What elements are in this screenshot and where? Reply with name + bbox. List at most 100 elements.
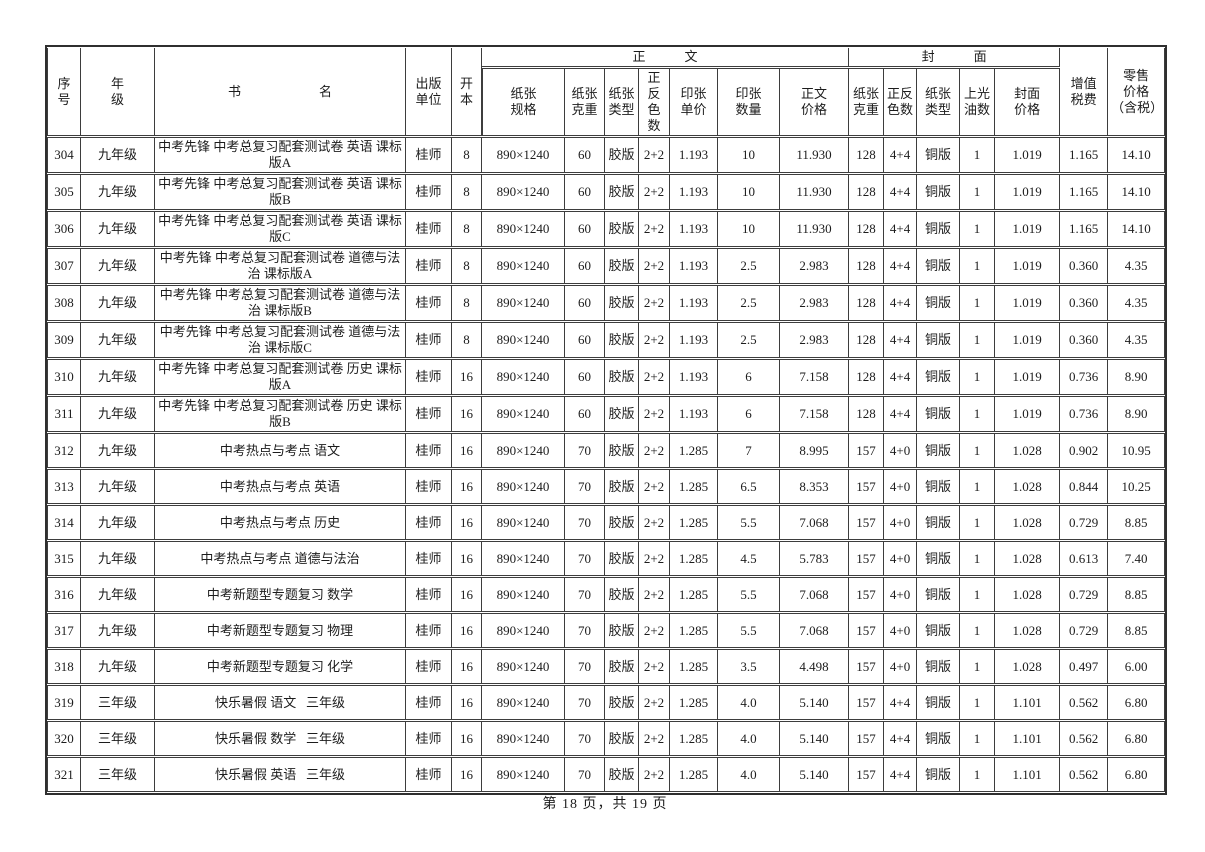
cell-sheet-count: 6.5: [718, 469, 780, 504]
cell-sheet-unit-price: 1.193: [670, 248, 718, 284]
cell-cover-paper-weight: 157: [849, 433, 885, 468]
cell-paper-weight: 60: [565, 359, 605, 395]
cell-cover-price: 1.028: [995, 649, 1061, 684]
cell-serial: 314: [47, 505, 81, 540]
header-publisher: 出版 单位: [406, 48, 452, 136]
cell-gloss-count: 1: [960, 577, 996, 612]
cell-cover-color-count: 4+0: [884, 649, 918, 684]
cell-body-price: 7.158: [780, 396, 850, 432]
cell-retail-price: 14.10: [1108, 174, 1166, 210]
cell-retail-price: 10.25: [1108, 469, 1166, 504]
cell-book-title: 中考先锋 中考总复习配套测试卷 道德与法治 课标版A: [155, 248, 406, 284]
cell-paper-weight: 70: [565, 649, 605, 684]
cell-sheet-count: 4.0: [718, 685, 780, 720]
table-row: 304 九年级 中考先锋 中考总复习配套测试卷 英语 课标版A 桂师 8 890×1240…: [47, 137, 1166, 173]
header-grade: 年 级: [81, 48, 155, 136]
cell-cover-price: 1.028: [995, 577, 1061, 612]
header-group-cover: 封 面: [849, 48, 1061, 67]
cell-cover-paper-weight: 128: [849, 137, 885, 173]
cell-paper-spec: 890×1240: [482, 577, 565, 612]
cell-format: 16: [452, 613, 482, 648]
cell-paper-spec: 890×1240: [482, 721, 565, 756]
cell-grade: 九年级: [81, 505, 155, 540]
header-cover-paper-type: 纸张 类型: [917, 68, 961, 136]
cell-sheet-unit-price: 1.193: [670, 211, 718, 247]
cell-cover-color-count: 4+4: [884, 359, 918, 395]
cell-cover-price: 1.101: [995, 757, 1061, 792]
header-sub-row: 纸张 规格 纸张 克重 纸张 类型 正反 色数 印张 单价 印张 数量 正文 价…: [47, 68, 1165, 136]
cell-publisher: 桂师: [406, 685, 452, 720]
table-row: 307 九年级 中考先锋 中考总复习配套测试卷 道德与法治 课标版A 桂师 8 890×1…: [47, 248, 1166, 284]
cell-sheet-unit-price: 1.285: [670, 433, 718, 468]
cell-cover-paper-type: 铜版: [917, 137, 961, 173]
cell-publisher: 桂师: [406, 505, 452, 540]
cell-paper-weight: 60: [565, 396, 605, 432]
cell-paper-type: 胶版: [605, 685, 639, 720]
cell-book-title: 快乐暑假 语文 三年级: [155, 685, 406, 720]
cell-paper-spec: 890×1240: [482, 649, 565, 684]
cell-retail-price: 6.00: [1108, 649, 1166, 684]
cell-vat: 1.165: [1060, 137, 1109, 173]
cell-format: 8: [452, 248, 482, 284]
cell-paper-weight: 70: [565, 613, 605, 648]
cell-book-title: 快乐暑假 数学 三年级: [155, 721, 406, 756]
cell-paper-spec: 890×1240: [482, 613, 565, 648]
cell-cover-price: 1.101: [995, 685, 1061, 720]
table-row: 316 九年级 中考新题型专题复习 数学 桂师 16 890×1240 70 胶版 2+2 1.2…: [47, 577, 1166, 612]
cell-retail-price: 10.95: [1108, 433, 1166, 468]
cell-book-title: 中考先锋 中考总复习配套测试卷 英语 课标版A: [155, 137, 406, 173]
header-cover-color-count: 正反 色数: [884, 68, 918, 136]
cell-cover-paper-type: 铜版: [917, 541, 961, 576]
cell-cover-paper-type: 铜版: [917, 396, 961, 432]
cell-paper-type: 胶版: [605, 469, 639, 504]
cell-paper-spec: 890×1240: [482, 396, 565, 432]
cell-cover-price: 1.019: [995, 396, 1061, 432]
cell-cover-color-count: 4+4: [884, 285, 918, 321]
cell-gloss-count: 1: [960, 505, 996, 540]
cell-gloss-count: 1: [960, 137, 996, 173]
cell-paper-weight: 60: [565, 137, 605, 173]
cell-book-title: 中考热点与考点 历史: [155, 505, 406, 540]
cell-gloss-count: 1: [960, 396, 996, 432]
cell-publisher: 桂师: [406, 285, 452, 321]
cell-gloss-count: 1: [960, 721, 996, 756]
cell-color-count: 2+2: [639, 174, 670, 210]
cell-cover-paper-weight: 157: [849, 613, 885, 648]
header-group-body: 正 文: [482, 48, 850, 67]
cell-paper-spec: 890×1240: [482, 433, 565, 468]
cell-format: 16: [452, 757, 482, 792]
cell-book-title: 中考先锋 中考总复习配套测试卷 英语 课标版B: [155, 174, 406, 210]
cell-sheet-count: 5.5: [718, 613, 780, 648]
cell-book-title: 中考热点与考点 语文: [155, 433, 406, 468]
table-row: 319 三年级 快乐暑假 语文 三年级 桂师 16 890×1240 70 胶版 2+2 1.28…: [47, 685, 1166, 720]
cell-gloss-count: 1: [960, 248, 996, 284]
cell-cover-paper-type: 铜版: [917, 505, 961, 540]
cell-cover-price: 1.028: [995, 505, 1061, 540]
table-row: 311 九年级 中考先锋 中考总复习配套测试卷 历史 课标版B 桂师 16 890×124…: [47, 396, 1166, 432]
header-cover-price: 封面 价格: [995, 68, 1061, 136]
cell-paper-type: 胶版: [605, 577, 639, 612]
cell-paper-type: 胶版: [605, 211, 639, 247]
cell-cover-price: 1.019: [995, 137, 1061, 173]
cell-format: 8: [452, 137, 482, 173]
cell-color-count: 2+2: [639, 433, 670, 468]
cell-sheet-unit-price: 1.285: [670, 541, 718, 576]
cell-body-price: 5.140: [780, 685, 850, 720]
cell-vat: 0.729: [1060, 613, 1109, 648]
cell-paper-spec: 890×1240: [482, 541, 565, 576]
cell-sheet-count: 10: [718, 211, 780, 247]
cell-paper-type: 胶版: [605, 322, 639, 358]
cell-retail-price: 6.80: [1108, 721, 1166, 756]
cell-grade: 九年级: [81, 137, 155, 173]
cell-cover-paper-weight: 157: [849, 721, 885, 756]
cell-grade: 三年级: [81, 757, 155, 792]
cell-retail-price: 8.90: [1108, 396, 1166, 432]
cell-format: 16: [452, 433, 482, 468]
cell-cover-color-count: 4+4: [884, 248, 918, 284]
cell-vat: 0.613: [1060, 541, 1109, 576]
cell-cover-color-count: 4+0: [884, 505, 918, 540]
cell-cover-paper-type: 铜版: [917, 211, 961, 247]
cell-grade: 九年级: [81, 322, 155, 358]
cell-format: 8: [452, 322, 482, 358]
cell-cover-paper-type: 铜版: [917, 613, 961, 648]
